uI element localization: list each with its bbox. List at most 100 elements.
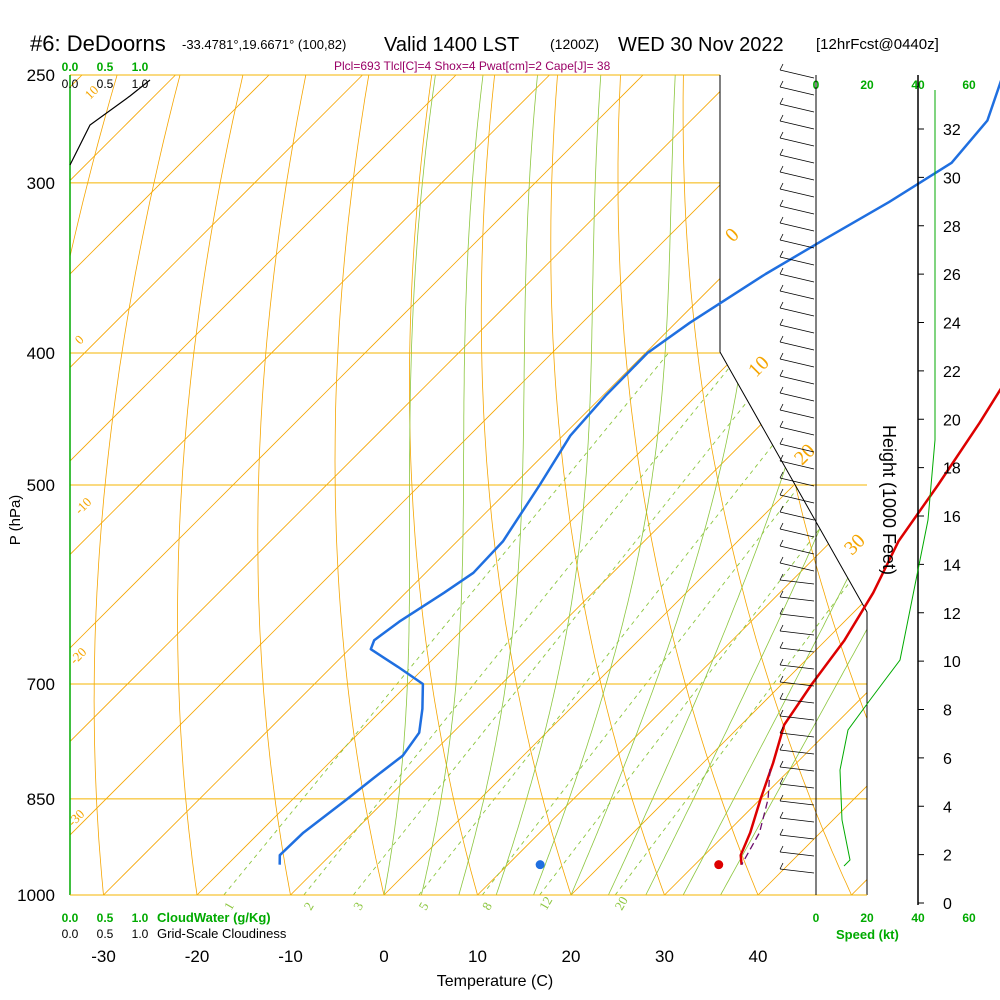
background-grid — [70, 75, 867, 895]
isotherm-label: 0 — [72, 332, 87, 347]
wind-barb — [779, 494, 815, 504]
wind-speed-profile — [839, 90, 936, 867]
pressure-tick-label: 500 — [27, 476, 55, 495]
wind-barb-flag — [779, 590, 784, 598]
sounding-traces — [278, 79, 1000, 870]
wind-barb-flag — [779, 131, 784, 139]
speed-bottom-label: 40 — [911, 911, 925, 925]
wind-barb-flag — [779, 862, 784, 870]
wind-barb — [779, 562, 815, 572]
dry-adiabat-line — [334, 75, 392, 895]
wind-barb-flag — [779, 692, 784, 700]
height-tick-label: 14 — [943, 557, 961, 574]
wind-barb — [779, 681, 815, 687]
dry-adiabat-line — [682, 75, 866, 895]
pressure-tick-label: 300 — [27, 174, 55, 193]
mixing-ratio-line — [539, 352, 867, 895]
wind-barb — [779, 341, 815, 351]
wind-barb — [779, 256, 815, 266]
wind-barb-flag — [779, 267, 784, 275]
wind-barb — [779, 664, 815, 670]
wind-barb-flag — [779, 709, 784, 717]
wind-barb-flag — [779, 97, 784, 105]
dry-adiabat-line — [177, 75, 249, 895]
right-boundary-line — [719, 75, 868, 895]
cloudwater-bottom-label: 0.0 — [62, 911, 79, 925]
wind-barb — [779, 86, 815, 96]
wind-barb-flag — [779, 437, 784, 445]
cloudwater-bottom-label: 0.5 — [97, 911, 114, 925]
height-tick-label: 6 — [943, 751, 952, 768]
valid-time: Valid 1400 LST — [384, 34, 519, 56]
wind-barb-flag — [779, 233, 784, 241]
wind-barb-flag — [779, 845, 784, 853]
dry-adiabat-line — [480, 75, 581, 895]
height-tick-label: 4 — [943, 799, 952, 816]
dry-adiabat-line — [617, 75, 771, 895]
mixing-ratio-line — [223, 352, 669, 895]
wind-barb-flag — [779, 335, 784, 343]
wind-barb — [779, 630, 815, 636]
wind-barb — [779, 358, 815, 368]
wind-barb — [779, 392, 815, 402]
wind-barb-flag — [779, 454, 784, 462]
temperature-tick-label: 0 — [379, 947, 388, 966]
wind-barb — [779, 137, 815, 147]
temperature-tick-label: -20 — [185, 947, 210, 966]
cloudwater-top-label: 1.0 — [132, 60, 149, 74]
wind-barb-flag — [779, 403, 784, 411]
dry-adiabat-line — [257, 75, 312, 895]
height-tick-label: 0 — [943, 896, 952, 913]
isotherm-label: -30 — [65, 806, 88, 829]
wind-barb — [779, 103, 815, 113]
station-coords: -33.4781°,19.6671° (100,82) — [182, 37, 346, 52]
wind-barb — [779, 477, 815, 487]
wind-barb — [779, 596, 815, 602]
dry-adiabat-line — [807, 75, 867, 895]
speed-bottom-label: 20 — [860, 911, 874, 925]
wind-barb-flag — [779, 216, 784, 224]
wind-barb — [779, 154, 815, 164]
temperature-tick-label: 30 — [655, 947, 674, 966]
wind-barb-flag — [779, 760, 784, 768]
height-tick-label: 32 — [943, 122, 961, 139]
pressure-tick-label: 700 — [27, 675, 55, 694]
wind-barb — [779, 579, 815, 585]
isotherm-line — [70, 75, 363, 895]
speed-bottom-label: 60 — [962, 911, 976, 925]
wind-barb-flag — [779, 675, 784, 683]
isotherm-line — [851, 75, 867, 895]
isotherm-label: 10 — [744, 352, 774, 382]
mixing-ratio-line — [614, 352, 867, 895]
forecast-info: [12hrFcst@0440z] — [816, 36, 939, 53]
wind-barb-flag — [779, 250, 784, 258]
moist-adiabat-line — [645, 75, 867, 895]
height-tick-label: 18 — [943, 461, 961, 478]
wind-barb-flag — [779, 488, 784, 496]
stability-indices: Plcl=693 Tlcl[C]=4 Shox=4 Pwat[cm]=2 Cap… — [334, 59, 611, 73]
cloudwater-label: CloudWater (g/Kg) — [157, 910, 271, 925]
isotherm-line — [70, 75, 457, 895]
wind-barb — [779, 324, 815, 334]
cloudiness-top-label: 1.0 — [132, 77, 149, 91]
cloudiness-line — [69, 79, 151, 166]
wind-barb — [779, 239, 815, 249]
x-axis-title: Temperature (C) — [437, 973, 553, 990]
mixing-ratio-label: 20 — [611, 894, 630, 913]
parcel-trace — [741, 768, 771, 866]
wind-barb — [779, 868, 815, 874]
wind-barb — [779, 222, 815, 232]
height-tick-label: 10 — [943, 654, 961, 671]
pressure-tick-label: 400 — [27, 344, 55, 363]
temperature-tick-label: 40 — [749, 947, 768, 966]
wind-barb — [779, 426, 815, 436]
pressure-tick-label: 250 — [27, 66, 55, 85]
wind-barb-flag — [779, 80, 784, 88]
moist-adiabat-line — [458, 75, 538, 895]
temperature-surface-marker — [714, 860, 724, 870]
dry-adiabat-line — [70, 75, 125, 895]
temperature-tick-label: 20 — [562, 947, 581, 966]
mixing-ratio-label: 12 — [536, 894, 555, 913]
utc-time: (1200Z) — [550, 36, 599, 52]
mixing-ratio-line — [418, 352, 846, 895]
